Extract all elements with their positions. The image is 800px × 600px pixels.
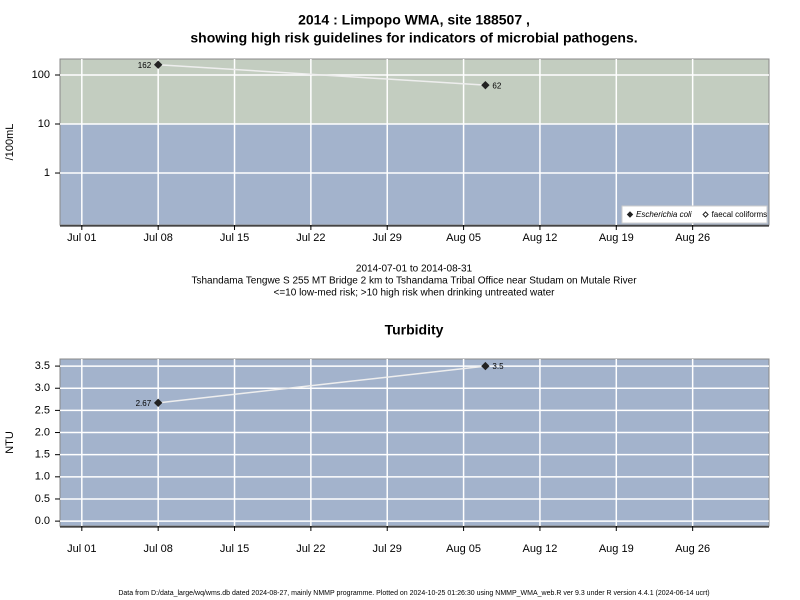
y-tick-label: 2.5: [35, 404, 50, 416]
x-tick-label: Aug 05: [446, 232, 481, 244]
plot-frame: [59, 58, 770, 226]
data-label: 3.5: [492, 362, 504, 371]
data-point: [481, 361, 490, 371]
legend-marker: [626, 211, 634, 218]
y-axis-label: NTU: [4, 431, 16, 454]
x-tick-label: Aug 12: [523, 543, 558, 555]
x-tick-label: Aug 26: [675, 232, 710, 244]
subtitle: Tshandama Tengwe S 255 MT Bridge 2 km to…: [191, 276, 637, 287]
chart-title: showing high risk guidelines for indicat…: [190, 30, 637, 46]
chart-title: 2014 : Limpopo WMA, site 188507 ,: [298, 12, 530, 28]
y-tick-label: 2.0: [35, 426, 50, 438]
x-tick-label: Jul 29: [373, 232, 402, 244]
legend-label: Escherichia coli: [636, 210, 692, 219]
x-tick-label: Jul 15: [220, 232, 249, 244]
x-tick-label: Aug 12: [523, 232, 558, 244]
x-tick-label: Jul 29: [373, 543, 402, 555]
series-line: [158, 63, 486, 86]
plot-background: [60, 359, 769, 526]
footer: Data from D:/data_large/wq/wms.db dated …: [118, 590, 709, 597]
x-tick-label: Aug 19: [599, 543, 634, 555]
data-label: 162: [138, 61, 152, 70]
x-tick-label: Jul 08: [143, 543, 172, 555]
x-tick-label: Jul 15: [220, 543, 249, 555]
y-tick-label: 100: [32, 69, 50, 81]
x-tick-label: Aug 19: [599, 232, 634, 244]
x-tick-label: Jul 01: [67, 232, 96, 244]
subtitle: 2014-07-01 to 2014-08-31: [356, 264, 473, 275]
y-tick-label: 1.0: [35, 471, 50, 483]
data-point: [153, 398, 163, 408]
x-tick-label: Aug 05: [446, 543, 481, 555]
x-tick-label: Jul 08: [143, 232, 172, 244]
y-tick-label: 0.5: [35, 493, 50, 505]
x-tick-label: Jul 22: [296, 232, 325, 244]
x-tick-label: Jul 22: [296, 543, 325, 555]
y-tick-label: 1.5: [35, 449, 50, 461]
plot-frame: [59, 358, 770, 527]
y-tick-label: 1: [44, 167, 50, 179]
data-label: 62: [492, 81, 501, 90]
data-label: 2.67: [136, 399, 152, 408]
y-axis-label: /100mL: [4, 124, 16, 161]
y-tick-label: 3.0: [35, 382, 50, 394]
chart-title: Turbidity: [385, 322, 444, 338]
data-point: [481, 80, 490, 90]
x-tick-label: Jul 01: [67, 543, 96, 555]
series-line: [158, 365, 486, 404]
legend-marker: [702, 211, 709, 218]
legend-box: [621, 205, 768, 224]
legend-label: faecal coliforms: [712, 210, 768, 219]
y-tick-label: 0.0: [35, 515, 50, 527]
x-tick-label: Aug 26: [675, 543, 710, 555]
y-tick-label: 3.5: [35, 360, 50, 372]
y-tick-label: 10: [38, 118, 50, 130]
high-risk-band: [60, 59, 769, 125]
subtitle: <=10 low-med risk; >10 high risk when dr…: [274, 288, 556, 299]
data-point: [153, 60, 163, 69]
